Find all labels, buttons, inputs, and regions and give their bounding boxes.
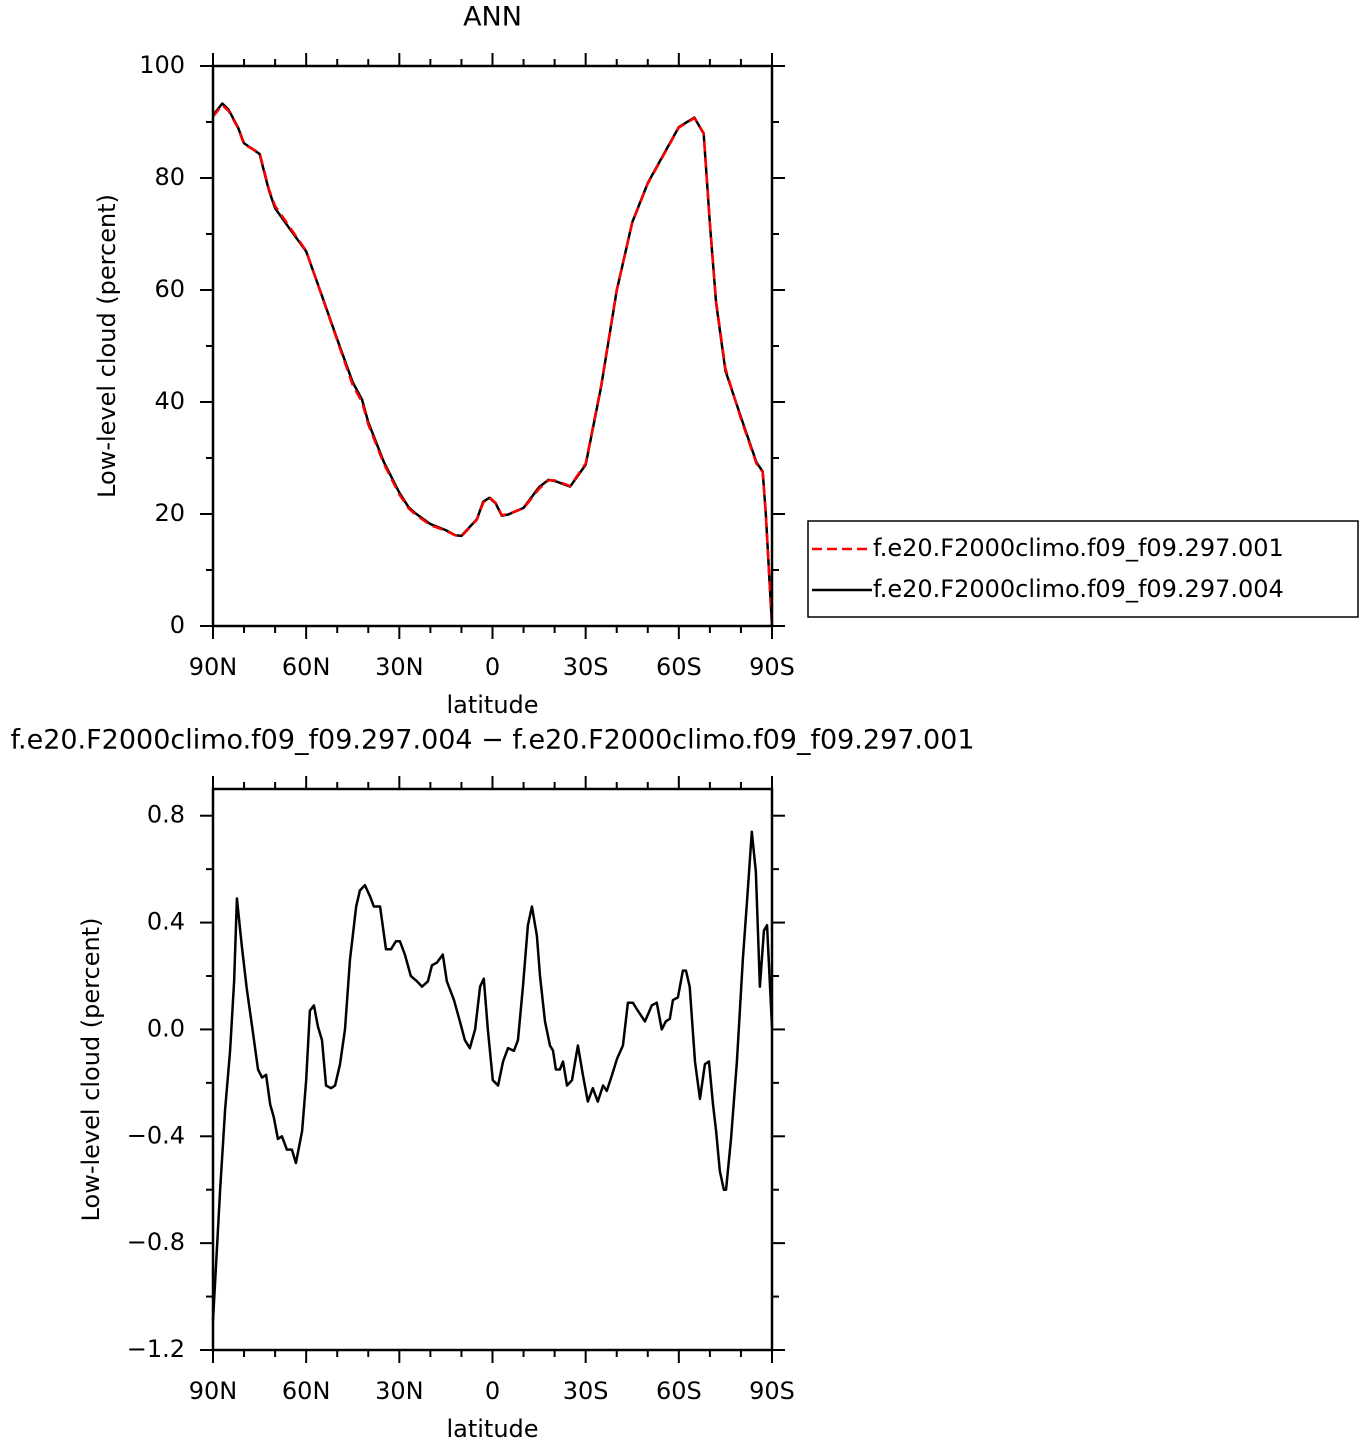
y-tick-label: 100 bbox=[139, 51, 185, 79]
x-tick-label: 90N bbox=[189, 1377, 238, 1405]
y-tick-label: 0.0 bbox=[147, 1014, 185, 1042]
x-tick-label: 30S bbox=[563, 1377, 609, 1405]
x-axis-label: latitude bbox=[446, 691, 538, 719]
legend-label: f.e20.F2000climo.f09_f09.297.004 bbox=[873, 575, 1284, 603]
legend-box bbox=[807, 520, 1359, 618]
y-tick-label: 60 bbox=[154, 275, 185, 303]
y-tick-label: −0.8 bbox=[127, 1228, 185, 1256]
x-axis-label: latitude bbox=[446, 1415, 538, 1443]
plot-frame bbox=[211, 787, 774, 1352]
x-tick-label: 60N bbox=[282, 653, 331, 681]
x-tick-label: 30N bbox=[375, 653, 424, 681]
data-line bbox=[212, 103, 774, 627]
chart-title: ANN bbox=[463, 2, 522, 33]
legend-label: f.e20.F2000climo.f09_f09.297.001 bbox=[873, 534, 1284, 562]
x-tick-label: 90S bbox=[749, 1377, 795, 1405]
y-tick-label: −0.4 bbox=[127, 1121, 185, 1149]
x-tick-label: 60N bbox=[282, 1377, 331, 1405]
y-tick-label: 40 bbox=[154, 387, 185, 415]
y-tick-label: 0.4 bbox=[147, 908, 185, 936]
x-tick-label: 90N bbox=[189, 653, 238, 681]
y-tick-label: 20 bbox=[154, 499, 185, 527]
x-tick-label: 0 bbox=[485, 1377, 500, 1405]
y-tick-label: −1.2 bbox=[127, 1335, 185, 1363]
data-line bbox=[211, 830, 774, 1321]
x-tick-label: 90S bbox=[749, 653, 795, 681]
y-tick-label: 0 bbox=[170, 611, 185, 639]
y-tick-label: 0.8 bbox=[147, 801, 185, 829]
x-tick-label: 60S bbox=[656, 653, 702, 681]
x-tick-label: 30S bbox=[563, 653, 609, 681]
x-tick-label: 0 bbox=[485, 653, 500, 681]
y-axis-label: Low-level cloud (percent) bbox=[93, 194, 121, 498]
chart-title: f.e20.F2000climo.f09_f09.297.004 − f.e20… bbox=[10, 725, 974, 756]
y-tick-label: 80 bbox=[154, 163, 185, 191]
x-tick-label: 30N bbox=[375, 1377, 424, 1405]
plot-frame bbox=[211, 64, 774, 628]
x-tick-label: 60S bbox=[656, 1377, 702, 1405]
data-line bbox=[212, 102, 774, 627]
y-axis-label: Low-level cloud (percent) bbox=[77, 918, 105, 1222]
